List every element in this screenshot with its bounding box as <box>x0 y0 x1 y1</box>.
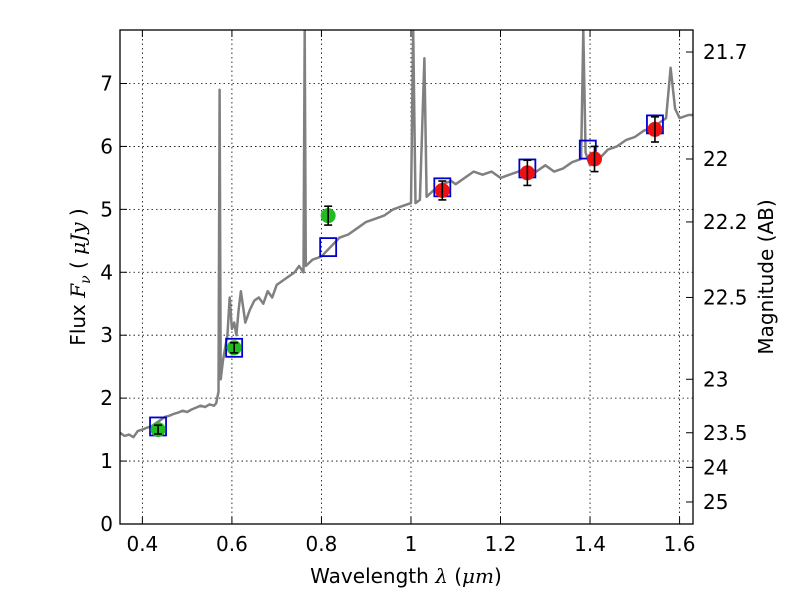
magnitude-tick-label: 23.5 <box>703 421 748 445</box>
plot-frame <box>119 29 694 525</box>
axis-ticks <box>120 30 693 525</box>
y-tick-label: 6 <box>100 134 113 158</box>
spectrum-line <box>120 30 693 439</box>
y-tick-label: 7 <box>100 71 113 95</box>
grid-lines <box>120 30 693 525</box>
x-tick-label: 1.6 <box>664 532 696 556</box>
model-square-marker <box>225 337 244 358</box>
x-tick-label: 1.2 <box>485 532 517 556</box>
x-tick-label: 0.8 <box>306 532 338 556</box>
y-tick-label: 4 <box>100 260 113 284</box>
x-tick-label: 0.6 <box>216 532 248 556</box>
y2-axis-label: Magnitude (AB) <box>754 199 778 354</box>
spectrum-layer <box>120 30 693 439</box>
magnitude-tick-label: 22.5 <box>703 285 748 309</box>
magnitude-tick-label: 22 <box>703 147 728 171</box>
y-tick-label: 0 <box>100 512 113 536</box>
y-tick-label: 1 <box>100 449 113 473</box>
y-tick-label: 3 <box>100 323 113 347</box>
y-axis-label: Flux Fν ( μJy ) <box>66 208 94 345</box>
x-tick-label: 1.4 <box>574 532 606 556</box>
y-tick-label: 2 <box>100 386 113 410</box>
x-axis-label: Wavelength λ (μm) <box>310 564 502 588</box>
magnitude-tick-label: 21.7 <box>703 40 748 64</box>
model-square-marker <box>319 237 338 258</box>
x-tick-label: 1 <box>405 532 418 556</box>
magnitude-tick-label: 24 <box>703 455 728 479</box>
magnitude-tick-label: 22.2 <box>703 210 748 234</box>
tick-labels: 0.4 0.6 0.8 1 1.2 1.4 1.60123456721.72222.222.… <box>100 40 747 556</box>
marker-layer <box>149 114 664 438</box>
y-tick-label: 5 <box>100 197 113 221</box>
magnitude-tick-label: 25 <box>703 490 728 514</box>
x-tick-label: 0.4 <box>126 532 158 556</box>
magnitude-tick-label: 23 <box>703 367 728 391</box>
